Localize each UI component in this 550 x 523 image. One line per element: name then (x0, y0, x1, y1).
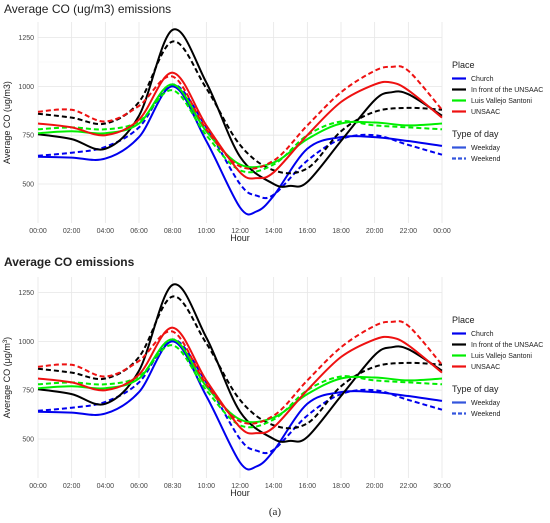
legend-item-label: Weekday (471, 400, 501, 407)
x-axis-label: Hour (230, 233, 250, 243)
series-line-luis-vallejo-santoni-weekend (37, 344, 443, 429)
x-tick-label: 12:00 (231, 483, 249, 490)
series-line-unsaac-weekend (37, 65, 443, 170)
legend-title-type: Type of day (452, 384, 499, 394)
legend-item-label: In front of the UNSAAC (471, 342, 543, 349)
x-tick-label: 16:00 (299, 228, 317, 235)
legend-item-label: Luis Vallejo Santoni (471, 353, 532, 360)
y-axis-label: Average CO (μg/m3) (2, 337, 12, 418)
x-tick-label: 20:00 (366, 483, 384, 490)
figure-caption: (a) (268, 506, 282, 518)
series-line-unsaac-weekend (37, 320, 443, 425)
series-line-in-front-of-the-unsaac-weekday (37, 28, 443, 188)
x-tick-label: 08:30 (164, 483, 182, 490)
legend-item-label: Luis Vallejo Santoni (471, 98, 532, 105)
y-tick-label: 750 (22, 133, 34, 140)
x-tick-label: 22:00 (400, 483, 418, 490)
chart-title: Average CO emissions (4, 255, 135, 269)
y-tick-label: 500 (22, 436, 34, 443)
chart-title: Average CO (ug/m3) emissions (4, 2, 172, 16)
y-tick-label: 1250 (18, 290, 34, 297)
x-tick-label: 06:00 (130, 228, 148, 235)
legend-item-label: Church (471, 76, 494, 83)
y-tick-label: 750 (22, 388, 34, 395)
legend-title-type: Type of day (452, 129, 499, 139)
legend-item-label: Church (471, 331, 494, 338)
y-axis-label: Average CO (ug/m3) (2, 81, 12, 164)
y-tick-label: 1000 (18, 84, 34, 91)
series-line-church-weekend (37, 338, 443, 455)
x-tick-label: 00:00 (29, 483, 47, 490)
y-tick-label: 500 (22, 181, 34, 188)
legend-title-place: Place (452, 315, 475, 325)
series-line-church-weekend (37, 83, 443, 200)
line-chart-top: 500 750 1000 1250 00:00 02:00 04:00 06:00 08:00 1… (2, 22, 543, 243)
x-tick-label: 14:00 (265, 483, 283, 490)
series-line-unsaac-weekday (37, 71, 443, 180)
x-tick-label: 14:00 (265, 228, 283, 235)
x-tick-label: 16:00 (299, 483, 317, 490)
legend-item-label: Weekend (471, 156, 501, 163)
series-line-in-front-of-the-unsaac-weekend (37, 295, 443, 430)
x-tick-label: 20:00 (366, 228, 384, 235)
line-chart-bottom: 500 750 1000 1250 00:00 02:00 04:00 06:00 08:30 1… (2, 277, 543, 498)
x-tick-label: 30:00 (433, 483, 451, 490)
x-tick-label: 02:00 (63, 483, 81, 490)
series-line-in-front-of-the-unsaac-weekend (37, 40, 443, 175)
x-tick-label: 08:00 (164, 228, 182, 235)
legend-item-label: UNSAAC (471, 364, 500, 371)
y-tick-label: 1000 (18, 339, 34, 346)
series-line-luis-vallejo-santoni-weekend (37, 89, 443, 174)
chart-panel-bottom: Average CO emissions 500 750 1000 1250 00:00… (0, 255, 550, 500)
series-line-church-weekday (37, 340, 443, 471)
legend-title-place: Place (452, 60, 475, 70)
x-tick-label: 02:00 (63, 228, 81, 235)
series-line-luis-vallejo-santoni-weekday (37, 338, 443, 424)
series-line-unsaac-weekday (37, 326, 443, 435)
x-tick-label: 22:00 (400, 228, 418, 235)
x-tick-label: 18:00 (332, 483, 350, 490)
x-axis-label: Hour (230, 488, 250, 498)
series-line-luis-vallejo-santoni-weekday (37, 83, 443, 169)
x-tick-label: 10:00 (198, 483, 216, 490)
legend-item-label: In front of the UNSAAC (471, 87, 543, 94)
x-tick-label: 00:00 (29, 228, 47, 235)
x-tick-label: 04:00 (97, 483, 115, 490)
x-tick-label: 00:00 (433, 228, 451, 235)
x-tick-label: 06:00 (130, 483, 148, 490)
x-tick-label: 04:00 (97, 228, 115, 235)
series-line-church-weekday (37, 85, 443, 216)
chart-panel-top: Average CO (ug/m3) emissions 500 750 1000 1… (0, 0, 550, 245)
series-line-in-front-of-the-unsaac-weekday (37, 283, 443, 443)
x-tick-label: 18:00 (332, 228, 350, 235)
x-tick-label: 12:00 (231, 228, 249, 235)
legend-item-label: Weekend (471, 411, 501, 418)
legend-item-label: UNSAAC (471, 109, 500, 116)
y-tick-label: 1250 (18, 35, 34, 42)
legend-item-label: Weekday (471, 145, 501, 152)
x-tick-label: 10:00 (198, 228, 216, 235)
